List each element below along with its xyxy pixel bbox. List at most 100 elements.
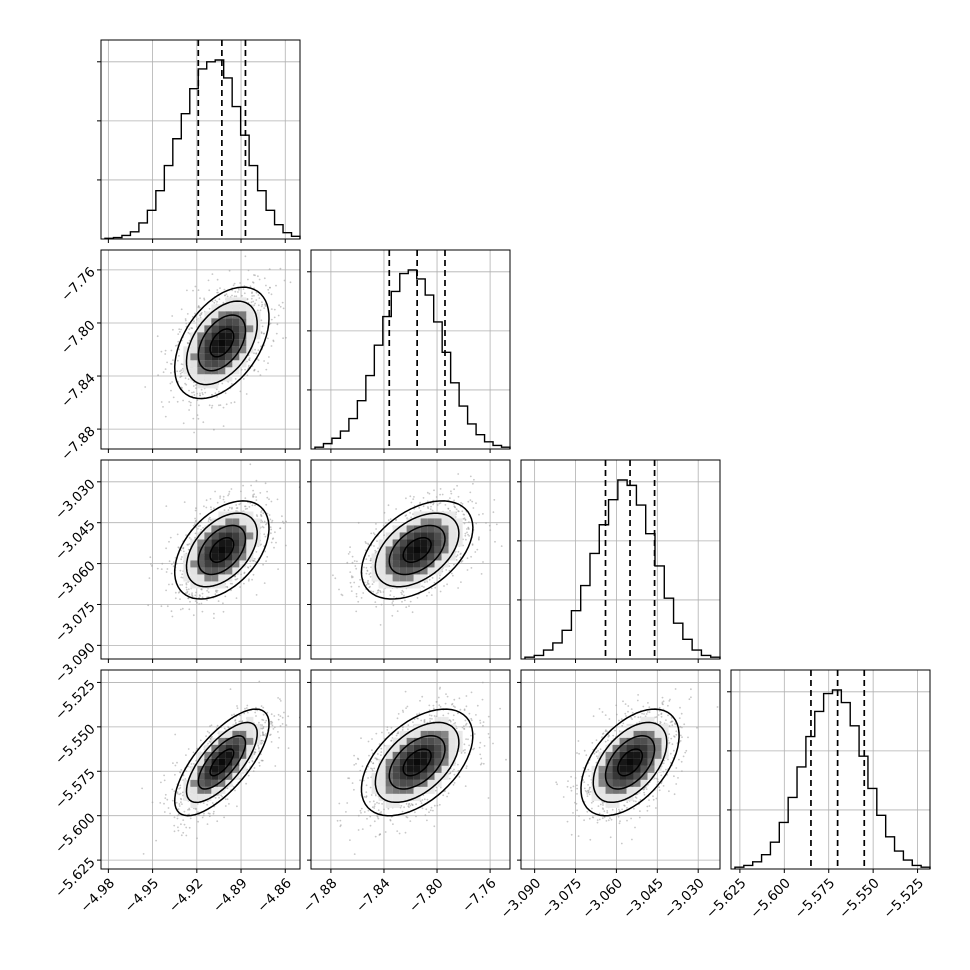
- sample-point: [177, 340, 180, 343]
- density-cell: [218, 751, 226, 759]
- sample-point: [246, 768, 249, 771]
- density-cell: [406, 532, 414, 540]
- sample-point: [455, 511, 457, 514]
- sample-point: [377, 817, 380, 820]
- sample-point: [229, 582, 232, 585]
- sample-point: [179, 569, 182, 572]
- density-cell: [246, 546, 254, 554]
- sample-point: [375, 592, 378, 595]
- sample-point: [255, 594, 258, 596]
- sample-point: [259, 309, 262, 312]
- sample-point: [263, 332, 265, 335]
- density-cell: [204, 581, 212, 589]
- sample-point: [185, 588, 188, 591]
- sample-point: [467, 527, 470, 530]
- sample-point: [213, 612, 215, 615]
- sample-point: [194, 536, 197, 539]
- sample-point: [180, 363, 183, 365]
- sample-point: [217, 600, 220, 602]
- sample-point: [248, 578, 250, 581]
- sample-point: [213, 507, 215, 510]
- density-cell: [392, 532, 400, 540]
- sample-point: [165, 547, 168, 550]
- sample-point: [230, 402, 233, 404]
- sample-point: [261, 301, 263, 304]
- density-cell: [211, 311, 219, 319]
- sample-point: [178, 328, 181, 331]
- density-cell: [420, 532, 428, 540]
- sample-point: [220, 794, 223, 797]
- panel-frame: [310, 459, 511, 660]
- density-cell: [204, 325, 212, 333]
- sample-point: [464, 518, 467, 521]
- sample-point: [223, 727, 226, 730]
- sample-point: [183, 810, 186, 813]
- sample-point: [221, 382, 224, 385]
- density-cell: [378, 560, 386, 568]
- sample-point: [197, 527, 199, 530]
- histogram-step: [314, 269, 511, 449]
- density-cell: [239, 730, 247, 738]
- density-cell: [246, 716, 254, 724]
- sample-point: [362, 592, 365, 594]
- sample-point: [419, 501, 421, 504]
- sample-point: [269, 518, 272, 521]
- sample-point: [179, 784, 182, 787]
- sample-point: [216, 300, 218, 303]
- sample-point: [469, 499, 472, 501]
- sample-point: [470, 434, 472, 436]
- sample-point: [178, 803, 181, 805]
- sample-point: [169, 382, 172, 385]
- sample-point: [265, 503, 268, 506]
- sample-point: [249, 560, 252, 563]
- sample-point: [401, 593, 403, 596]
- sample-point: [195, 387, 197, 390]
- density-cell: [218, 311, 226, 319]
- density-cell: [211, 346, 219, 354]
- density-cell: [448, 539, 456, 547]
- sample-point: [478, 536, 480, 539]
- density-cell: [190, 560, 198, 568]
- sample-point: [170, 563, 173, 566]
- sample-point: [289, 281, 292, 284]
- sample-point: [214, 299, 217, 302]
- sample-point: [241, 720, 244, 723]
- sample-point: [403, 594, 405, 597]
- sample-point: [257, 744, 260, 747]
- sample-point: [239, 282, 242, 284]
- sample-point: [268, 356, 270, 358]
- sample-point: [165, 589, 168, 592]
- sample-point: [192, 385, 195, 387]
- density-cell: [190, 546, 198, 554]
- sample-point: [269, 720, 272, 723]
- density-cell: [218, 511, 226, 519]
- sample-point: [247, 269, 250, 272]
- sample-point: [247, 366, 250, 368]
- sample-point: [265, 733, 267, 735]
- sample-point: [441, 570, 444, 573]
- sample-point: [234, 719, 237, 721]
- sample-point: [262, 706, 265, 709]
- sample-point: [261, 724, 263, 726]
- sample-point: [245, 782, 248, 785]
- density-cell: [378, 553, 386, 561]
- sample-point: [253, 767, 256, 769]
- sample-point: [235, 721, 237, 724]
- sample-point: [236, 805, 238, 808]
- sample-point: [238, 288, 240, 291]
- sample-point: [164, 353, 167, 355]
- sample-point: [185, 583, 188, 586]
- sample-point: [428, 591, 430, 594]
- sample-point: [188, 400, 191, 403]
- scatter-panel: [97, 459, 301, 663]
- sample-point: [184, 377, 187, 380]
- sample-point: [374, 601, 377, 603]
- density-cell: [218, 532, 226, 540]
- density-cell: [399, 546, 407, 554]
- density-cell: [420, 539, 428, 547]
- sample-point: [222, 406, 225, 409]
- sample-point: [366, 581, 369, 584]
- sample-point: [204, 391, 207, 394]
- sample-point: [156, 335, 159, 338]
- sample-point: [250, 301, 253, 304]
